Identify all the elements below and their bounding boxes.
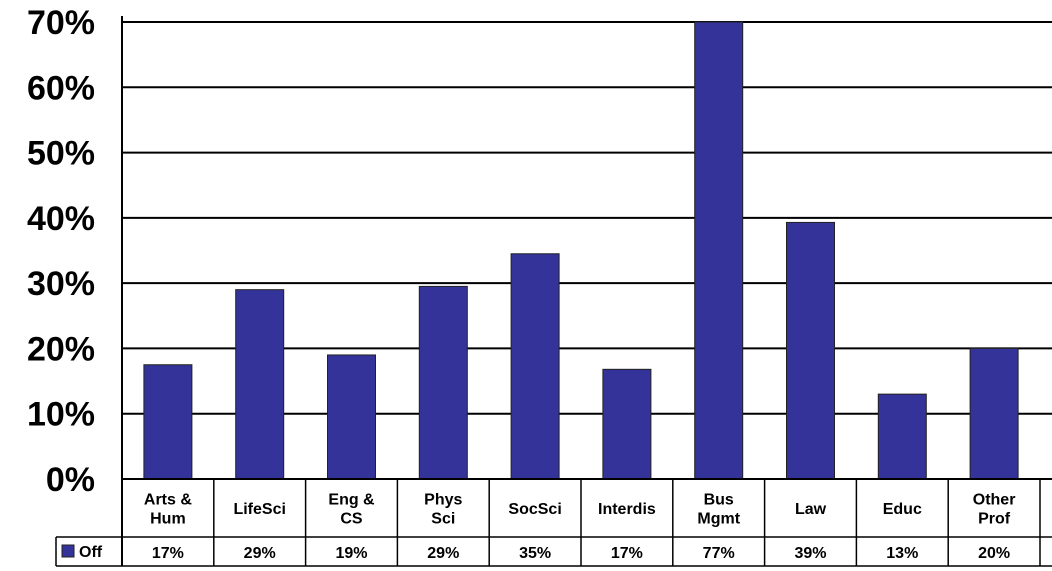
category-label: Phys xyxy=(424,492,462,509)
bar xyxy=(877,393,927,480)
value-label: 19% xyxy=(335,545,367,562)
y-tick-label: 50% xyxy=(27,135,95,173)
bar xyxy=(510,253,560,480)
category-label: Mgmt xyxy=(697,511,740,528)
y-tick-label: 10% xyxy=(27,396,95,434)
y-tick-label: 40% xyxy=(27,200,95,238)
category-label: LifeSci xyxy=(233,501,285,518)
category-label: Prof xyxy=(978,511,1011,528)
bar xyxy=(602,368,652,480)
data-table: Arts & Hum LifeSci Eng & CS Phys Sci SocSci Inte… xyxy=(55,479,1052,567)
category-label: Other xyxy=(973,492,1016,509)
y-tick-label: 70% xyxy=(27,4,95,42)
axes xyxy=(121,16,1052,566)
category-label: Arts & xyxy=(144,492,192,509)
bar xyxy=(418,285,468,480)
category-label: Eng & xyxy=(328,492,375,509)
y-tick-label: 60% xyxy=(27,69,95,107)
category-label: Interdis xyxy=(598,501,656,518)
category-label: Educ xyxy=(883,501,922,518)
y-tick-label: 30% xyxy=(27,265,95,303)
bar xyxy=(969,347,1019,480)
y-tick-label: 20% xyxy=(27,330,95,368)
category-label: SocSci xyxy=(508,501,561,518)
category-label: Hum xyxy=(150,511,186,528)
value-label: 35% xyxy=(519,545,551,562)
category-label: Law xyxy=(795,501,827,518)
value-label: 39% xyxy=(794,545,826,562)
bar xyxy=(143,364,193,480)
value-label: 77% xyxy=(703,545,735,562)
bar xyxy=(786,221,835,480)
value-label: 17% xyxy=(611,545,643,562)
y-tick-label: 0% xyxy=(46,461,95,499)
legend-label: Off xyxy=(79,544,103,561)
bars xyxy=(143,21,1019,480)
bar xyxy=(694,21,744,480)
y-axis-ticks: 0% 10% 20% 30% 40% 50% 60% 70% xyxy=(27,4,95,499)
value-label: 29% xyxy=(427,545,459,562)
value-label: 29% xyxy=(244,545,276,562)
value-label: 17% xyxy=(152,545,184,562)
value-label: 13% xyxy=(886,545,918,562)
bar xyxy=(235,289,285,480)
category-label: CS xyxy=(340,511,363,528)
category-label: Bus xyxy=(704,492,734,509)
value-label: 20% xyxy=(978,545,1010,562)
legend-swatch xyxy=(61,544,75,558)
category-label: Sci xyxy=(431,511,455,528)
bar xyxy=(327,354,376,480)
